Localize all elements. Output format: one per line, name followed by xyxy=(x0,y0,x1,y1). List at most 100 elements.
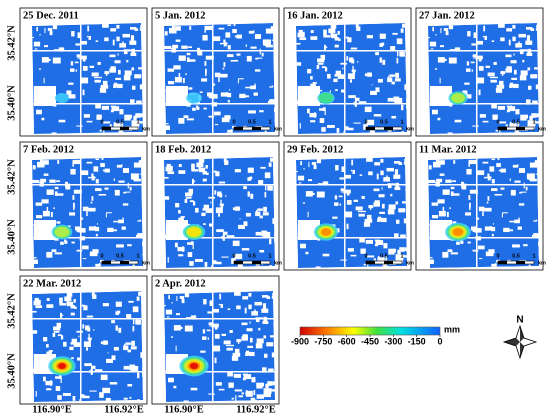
speckle xyxy=(232,29,237,34)
speckle xyxy=(337,74,345,79)
speckle xyxy=(129,114,132,119)
speckle xyxy=(442,206,445,213)
speckle xyxy=(253,92,258,96)
speckle xyxy=(448,25,454,30)
speckle xyxy=(428,259,434,264)
speckle xyxy=(101,157,104,160)
speckle xyxy=(374,239,380,242)
speckle xyxy=(498,23,505,28)
speckle xyxy=(250,46,257,49)
speckle xyxy=(394,78,401,82)
speckle xyxy=(513,69,517,75)
north-label: N xyxy=(516,315,523,326)
speckle xyxy=(403,218,407,224)
speckle xyxy=(227,99,230,103)
speckle xyxy=(440,27,442,34)
speckle xyxy=(113,178,115,181)
speckle xyxy=(514,129,520,132)
speckle xyxy=(428,179,436,184)
speckle xyxy=(387,209,395,215)
speckle xyxy=(164,305,166,307)
speckle xyxy=(241,392,244,395)
speckle xyxy=(512,24,516,29)
speckle xyxy=(522,59,525,63)
speckle xyxy=(435,34,437,36)
subsidence xyxy=(320,228,332,236)
speckle xyxy=(206,92,213,97)
speckle xyxy=(428,37,430,39)
speckle xyxy=(100,374,108,381)
speckle xyxy=(140,113,143,118)
speckle xyxy=(220,42,228,45)
speckle xyxy=(219,193,223,198)
speckle xyxy=(334,44,339,48)
speckle xyxy=(53,49,61,51)
speckle xyxy=(178,55,186,61)
speckle xyxy=(365,239,373,244)
speckle xyxy=(396,57,399,64)
scale-label: 0.5 xyxy=(248,119,256,125)
speckle xyxy=(125,342,131,345)
speckle xyxy=(429,41,437,47)
speckle xyxy=(436,178,443,183)
speckle xyxy=(212,36,221,42)
speckle xyxy=(507,106,516,112)
speckle xyxy=(220,92,229,97)
speckle xyxy=(32,224,36,226)
speckle xyxy=(82,89,85,96)
speckle xyxy=(208,196,216,199)
speckle xyxy=(311,162,317,165)
speckle xyxy=(469,207,471,211)
speckle xyxy=(135,113,141,118)
speckle xyxy=(192,244,194,250)
speckle xyxy=(205,55,214,60)
speckle xyxy=(46,344,49,348)
speckle xyxy=(223,340,231,345)
speckle xyxy=(519,260,527,262)
speckle xyxy=(41,57,49,63)
speckle xyxy=(476,170,485,176)
speckle xyxy=(71,241,75,244)
speckle xyxy=(191,169,199,172)
speckle xyxy=(496,163,501,168)
speckle xyxy=(509,84,512,88)
speckle xyxy=(202,178,207,182)
speckle xyxy=(533,233,539,236)
speckle xyxy=(248,30,254,34)
speckle xyxy=(529,162,537,168)
speckle xyxy=(218,303,221,306)
speckle xyxy=(268,162,272,167)
speckle xyxy=(59,303,67,306)
speckle xyxy=(472,249,479,252)
speckle xyxy=(200,350,206,353)
white-area xyxy=(430,86,452,106)
speckle xyxy=(478,89,481,96)
speckle xyxy=(472,54,477,58)
speckle xyxy=(132,85,136,90)
speckle xyxy=(535,84,539,90)
speckle xyxy=(392,32,398,35)
speckle xyxy=(174,26,181,31)
colorbar-label: -150 xyxy=(408,336,426,346)
speckle xyxy=(453,160,456,164)
speckle xyxy=(213,111,221,116)
speckle xyxy=(123,260,131,262)
speckle xyxy=(366,119,375,126)
speckle xyxy=(374,162,381,166)
map xyxy=(32,291,143,402)
speckle xyxy=(32,179,40,184)
speckle xyxy=(363,124,368,130)
scale-label: 1 xyxy=(136,119,139,125)
speckle xyxy=(187,242,194,245)
speckle xyxy=(450,252,458,255)
speckle xyxy=(488,249,495,254)
speckle xyxy=(508,39,511,46)
speckle xyxy=(326,125,335,128)
speckle xyxy=(130,35,135,41)
speckle xyxy=(35,202,43,206)
speckle xyxy=(223,62,226,67)
speckle xyxy=(255,126,263,128)
speckle xyxy=(256,209,258,215)
speckle xyxy=(486,201,489,204)
speckle xyxy=(447,132,453,134)
